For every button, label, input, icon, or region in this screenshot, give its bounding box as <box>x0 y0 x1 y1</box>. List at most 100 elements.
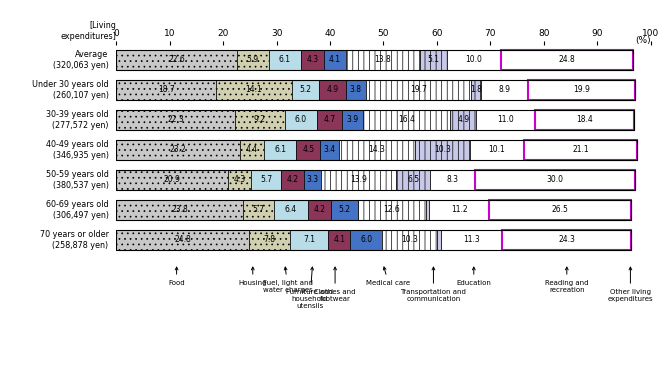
Text: 8.3: 8.3 <box>447 176 459 184</box>
Text: 5.2: 5.2 <box>339 206 351 214</box>
Text: 6.1: 6.1 <box>279 56 291 64</box>
Bar <box>441 230 501 250</box>
Bar <box>116 200 244 220</box>
Text: 3.9: 3.9 <box>346 116 359 124</box>
Text: 4.5: 4.5 <box>302 146 315 154</box>
Text: (%): (%) <box>635 36 651 45</box>
Bar <box>116 50 237 70</box>
Text: 7.8: 7.8 <box>264 236 276 244</box>
Text: 12.6: 12.6 <box>384 206 400 214</box>
Bar <box>366 80 471 100</box>
Text: 8.9: 8.9 <box>499 86 511 94</box>
Bar <box>296 140 321 160</box>
Bar <box>304 170 321 190</box>
Text: 7.1: 7.1 <box>303 236 315 244</box>
Bar <box>346 50 420 70</box>
Bar <box>321 170 396 190</box>
Text: 22.3: 22.3 <box>167 116 184 124</box>
Bar <box>251 170 282 190</box>
Bar <box>237 50 268 70</box>
Text: 16.4: 16.4 <box>398 116 415 124</box>
Text: 4.9: 4.9 <box>326 86 339 94</box>
Bar <box>471 80 481 100</box>
Text: 18.7: 18.7 <box>158 86 175 94</box>
Text: 3.8: 3.8 <box>350 86 362 94</box>
Text: Medical care: Medical care <box>367 267 410 286</box>
Text: 3.3: 3.3 <box>307 176 319 184</box>
Text: 5.7: 5.7 <box>260 176 272 184</box>
Text: 30.0: 30.0 <box>546 176 564 184</box>
Bar <box>359 200 426 220</box>
Bar <box>116 230 631 250</box>
Bar <box>228 170 251 190</box>
Bar <box>529 80 635 100</box>
Text: 10.3: 10.3 <box>402 236 418 244</box>
Bar <box>475 170 635 190</box>
Bar <box>291 80 319 100</box>
Bar <box>524 140 637 160</box>
Bar <box>470 140 524 160</box>
Text: 10.0: 10.0 <box>465 56 482 64</box>
Bar <box>481 80 529 100</box>
Bar <box>319 80 345 100</box>
Text: 14.3: 14.3 <box>369 146 385 154</box>
Text: 13.9: 13.9 <box>350 176 367 184</box>
Text: 21.1: 21.1 <box>572 146 589 154</box>
Bar <box>382 230 438 250</box>
Bar <box>331 200 359 220</box>
Text: 4.2: 4.2 <box>313 206 325 214</box>
Text: [Living
expenditures]: [Living expenditures] <box>60 21 116 41</box>
Text: 14.1: 14.1 <box>246 86 262 94</box>
Bar <box>317 110 342 130</box>
Bar <box>415 140 470 160</box>
Text: 9.2: 9.2 <box>254 116 266 124</box>
Text: 11.0: 11.0 <box>497 116 514 124</box>
Bar <box>268 50 301 70</box>
Bar <box>116 200 631 220</box>
Text: 20.9: 20.9 <box>163 176 181 184</box>
Bar <box>308 200 331 220</box>
Bar <box>116 50 633 70</box>
Text: 11.3: 11.3 <box>463 236 480 244</box>
Bar <box>116 140 240 160</box>
Bar <box>450 110 477 130</box>
Bar <box>116 230 249 250</box>
Text: 24.8: 24.8 <box>174 236 191 244</box>
Bar <box>236 110 285 130</box>
Bar <box>301 50 324 70</box>
Text: 4.9: 4.9 <box>457 116 469 124</box>
Bar <box>420 50 447 70</box>
Text: 6.0: 6.0 <box>361 236 373 244</box>
Bar <box>535 110 633 130</box>
Bar <box>116 170 635 190</box>
Bar <box>430 200 489 220</box>
Text: 11.2: 11.2 <box>451 206 467 214</box>
Text: 19.9: 19.9 <box>573 86 590 94</box>
Text: 10.3: 10.3 <box>434 146 451 154</box>
Bar <box>501 230 631 250</box>
Text: Reading and
recreation: Reading and recreation <box>545 267 588 293</box>
Bar <box>430 170 475 190</box>
Text: 1.8: 1.8 <box>470 86 482 94</box>
Text: 26.5: 26.5 <box>552 206 568 214</box>
Bar <box>116 80 216 100</box>
Text: 23.8: 23.8 <box>171 206 188 214</box>
Bar <box>116 170 228 190</box>
Bar <box>216 80 291 100</box>
Text: 4.1: 4.1 <box>333 236 345 244</box>
Text: Other living
expenditures: Other living expenditures <box>608 267 653 302</box>
Bar <box>489 200 631 220</box>
Bar <box>244 200 274 220</box>
Text: 4.2: 4.2 <box>287 176 299 184</box>
Bar <box>249 230 290 250</box>
Bar <box>116 140 637 160</box>
Bar <box>329 230 351 250</box>
Text: 18.4: 18.4 <box>576 116 593 124</box>
Bar <box>339 140 415 160</box>
Text: 13.8: 13.8 <box>374 56 391 64</box>
Bar <box>501 50 633 70</box>
Text: 23.2: 23.2 <box>170 146 187 154</box>
Text: 4.3: 4.3 <box>233 176 246 184</box>
Bar <box>363 110 450 130</box>
Text: 4.3: 4.3 <box>307 56 319 64</box>
